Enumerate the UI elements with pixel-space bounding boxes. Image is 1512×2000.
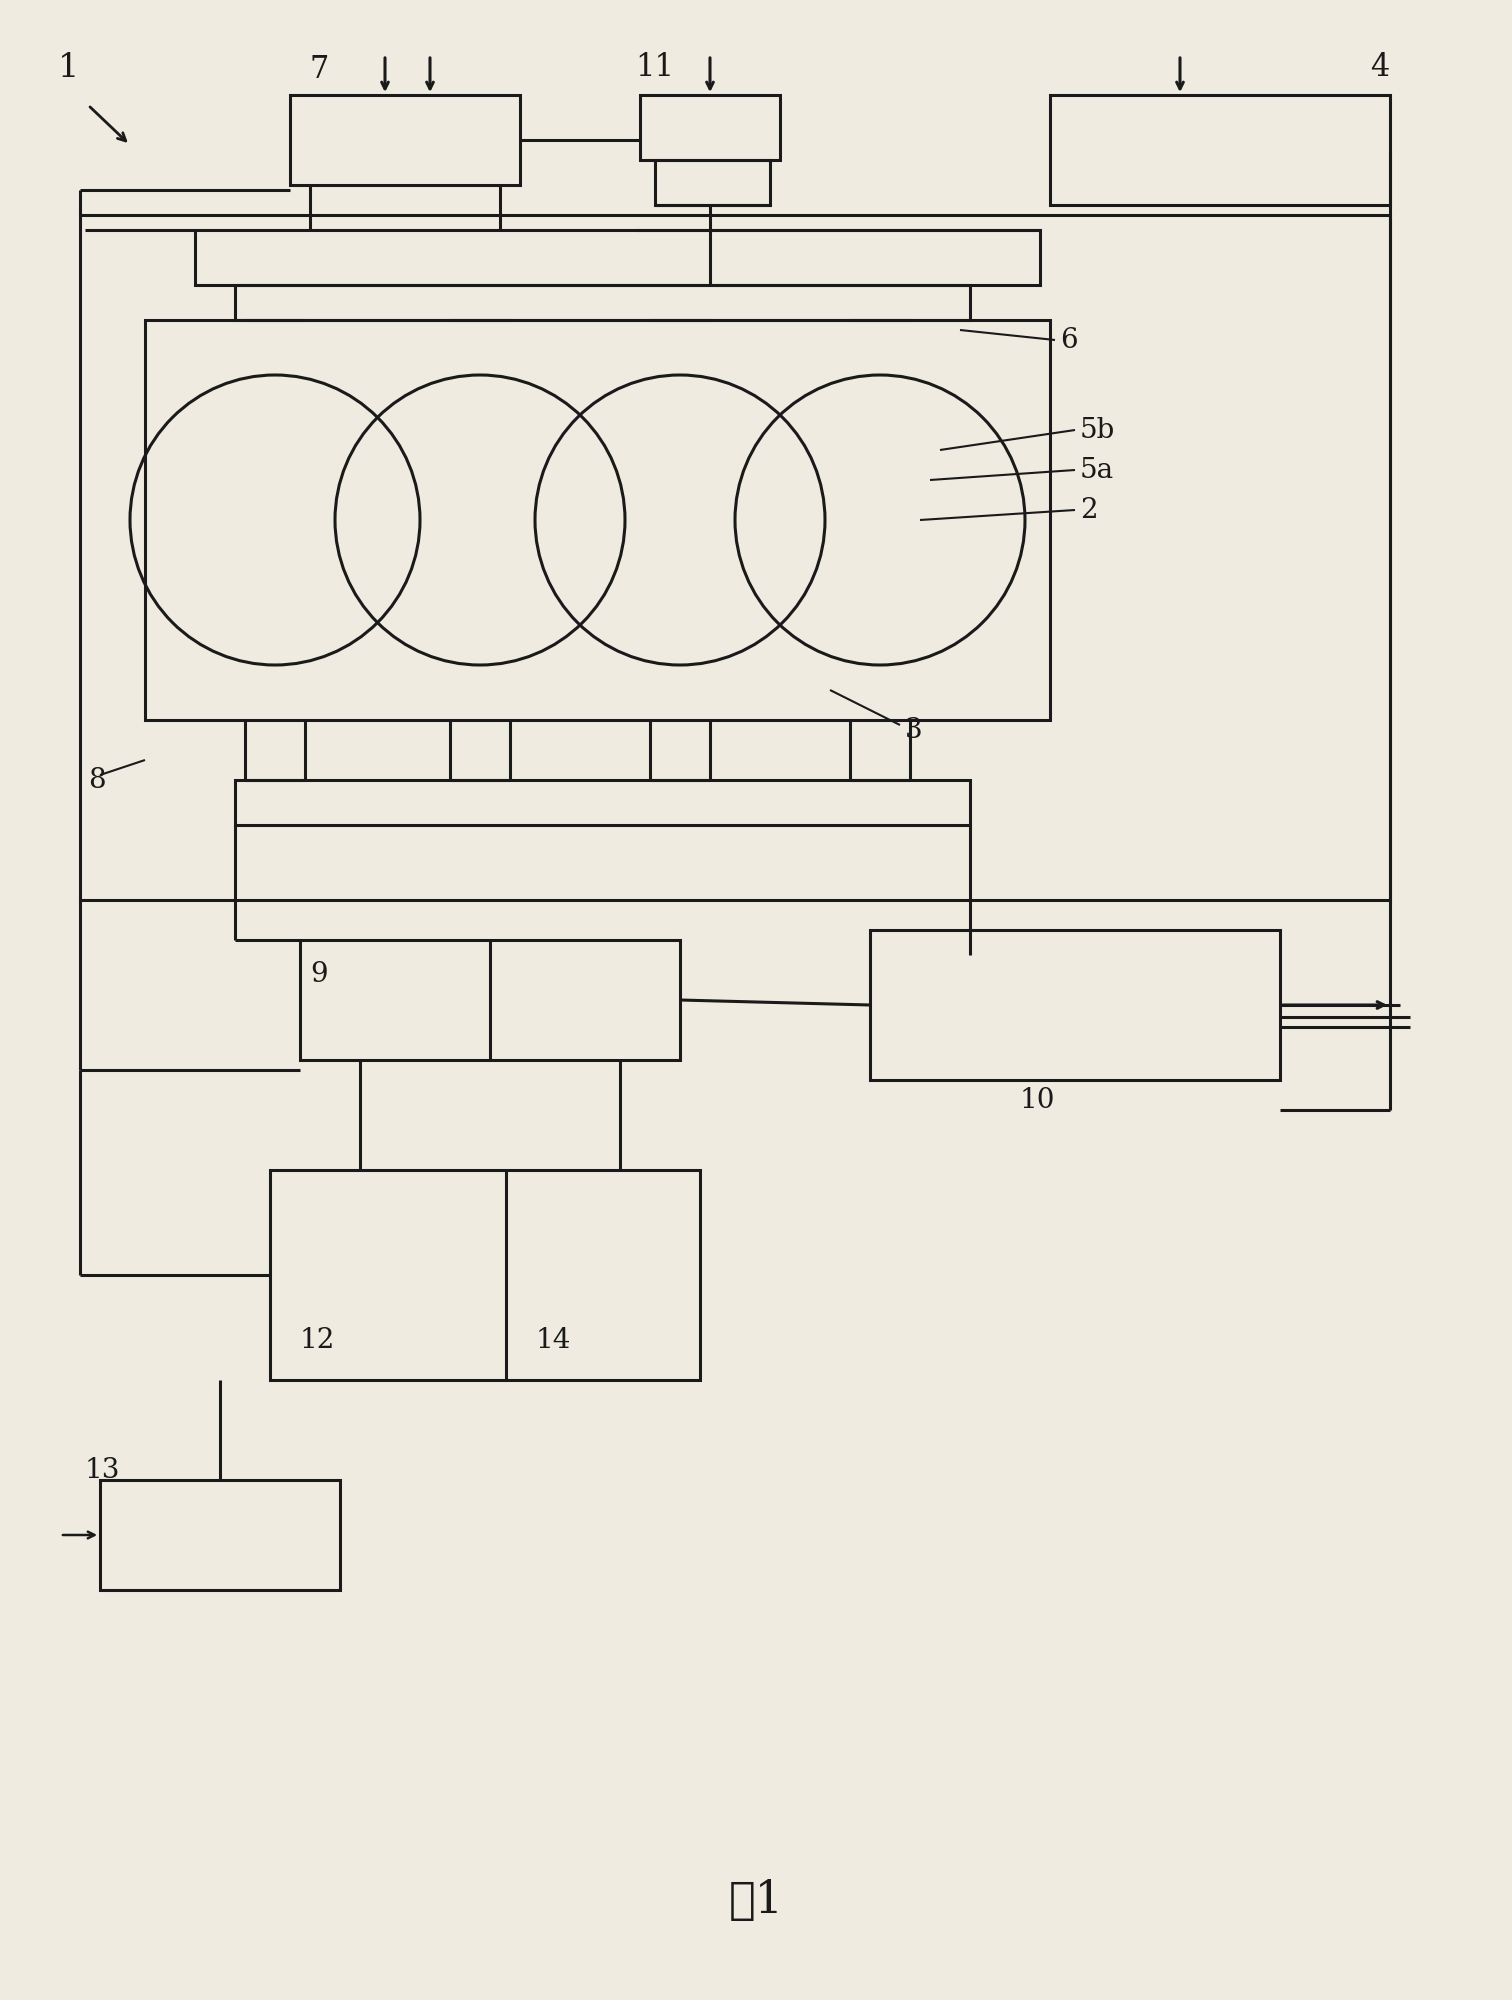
Bar — [655, 160, 770, 206]
Text: 5b: 5b — [1080, 416, 1116, 444]
Bar — [290, 94, 520, 186]
Text: 12: 12 — [299, 1326, 336, 1354]
Text: 6: 6 — [1060, 326, 1078, 354]
Bar — [299, 940, 680, 1060]
Text: 3: 3 — [906, 716, 922, 744]
Text: 7: 7 — [310, 54, 330, 86]
Bar — [234, 284, 971, 320]
Text: 11: 11 — [635, 52, 674, 84]
Bar — [640, 94, 780, 160]
Bar — [80, 214, 1390, 900]
Text: 9: 9 — [310, 962, 328, 988]
Text: 4: 4 — [1370, 52, 1390, 84]
Text: 图1: 图1 — [729, 1878, 783, 1922]
Text: 10: 10 — [1021, 1086, 1055, 1114]
Bar — [271, 1170, 700, 1380]
Bar — [234, 780, 971, 824]
Bar — [1049, 94, 1390, 206]
Bar — [869, 930, 1281, 1080]
Bar — [100, 1480, 340, 1590]
Bar — [145, 320, 1049, 720]
Bar — [195, 230, 1040, 284]
Text: 2: 2 — [1080, 496, 1098, 524]
Text: 5a: 5a — [1080, 456, 1114, 484]
Text: 8: 8 — [88, 766, 106, 794]
Text: 1: 1 — [57, 52, 79, 84]
Text: 13: 13 — [85, 1456, 121, 1484]
Text: 14: 14 — [535, 1326, 572, 1354]
